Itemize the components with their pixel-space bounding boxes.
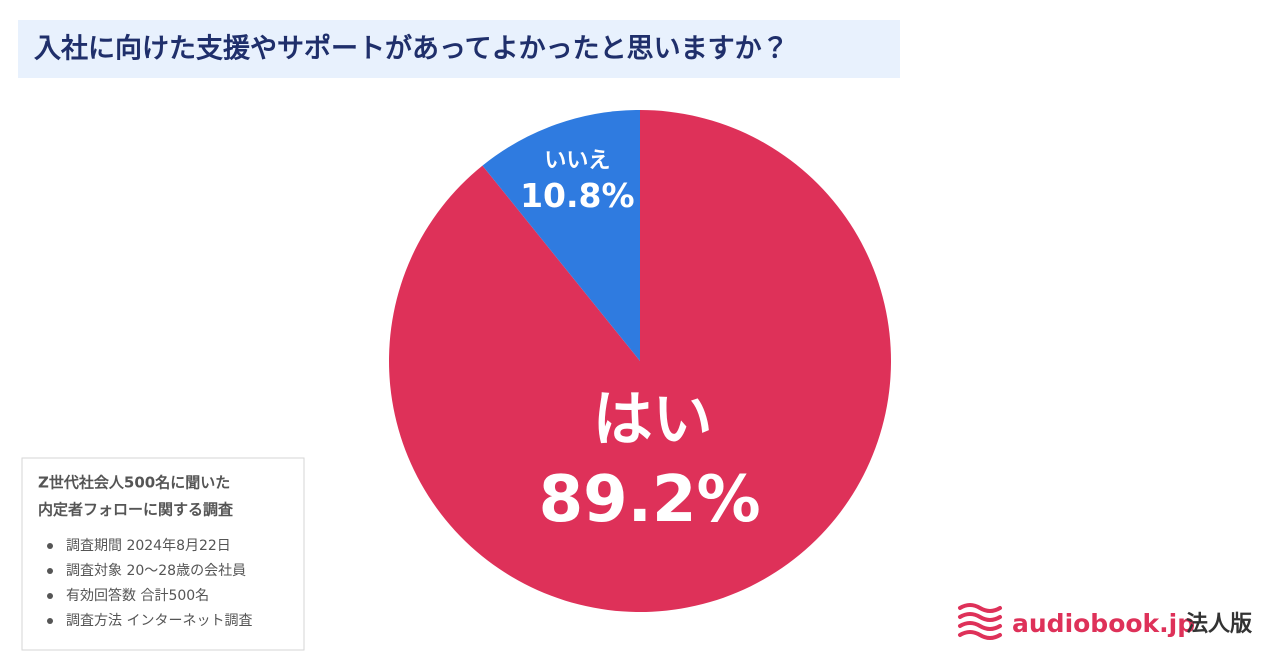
title-bar — [18, 20, 900, 78]
survey-note-box — [21, 457, 305, 651]
pie: はい 89.2% いいえ 10.8% — [389, 110, 891, 612]
logo-name: audiobook.jp — [1012, 609, 1195, 638]
bullet — [47, 568, 53, 574]
bullet — [47, 543, 53, 549]
note-item: 調査対象 20〜28歳の会社員 — [66, 563, 246, 579]
slice-category-label: はい — [593, 385, 713, 455]
note-heading: Z世代社会人500名に聞いた — [38, 474, 230, 492]
chart-title: 入社に向けた支援やサポートがあってよかったと思いますか？ — [34, 33, 789, 65]
slice-value-label: 10.8% — [520, 176, 635, 215]
logo-edition: 法人版 — [1186, 612, 1253, 637]
note-item: 調査方法 インターネット調査 — [66, 613, 252, 629]
note-heading: 内定者フォローに関する調査 — [38, 501, 234, 519]
bullet — [47, 593, 53, 599]
note-item: 有効回答数 合計500名 — [66, 587, 209, 604]
slice-value-label: 89.2% — [539, 463, 761, 537]
pie-slice — [482, 110, 640, 361]
logo-icon — [958, 603, 1002, 640]
slice-category-label: いいえ — [544, 148, 610, 173]
note-item: 調査期間 2024年8月22日 — [66, 538, 231, 554]
bullet — [47, 618, 53, 624]
